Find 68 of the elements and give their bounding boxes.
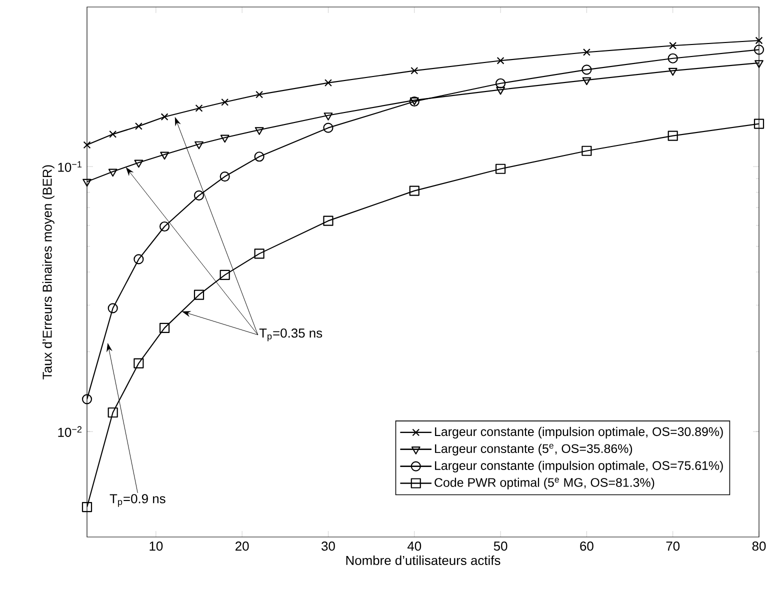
point [220,270,230,280]
point [83,141,91,149]
point [134,254,144,264]
point [254,127,264,135]
point [324,112,333,120]
point [134,358,144,368]
legend-label: Largeur constante (impulsion optimale, OS=30.89%) [435,426,723,439]
point [134,160,144,168]
x-tick-label: 80 [752,542,766,551]
point [495,78,506,88]
point [754,44,764,55]
x-tick-label: 20 [236,542,249,551]
point [221,98,229,106]
point [159,221,170,232]
point [254,248,264,259]
x-tick-label: 30 [322,542,335,551]
y-tick-label: 10$^{−2}$ [58,426,82,437]
legend-label: Largeur constante (5$^{e}$, OS=35.86%) [435,444,632,456]
point [108,168,118,177]
point [254,152,264,162]
point [195,104,203,112]
point [160,152,169,160]
point [496,56,504,64]
point [669,42,677,50]
annotation: T$_{p}$=0.35 ns [259,328,322,342]
point [668,130,678,141]
x-tick-label: 10 [150,542,163,551]
point [754,118,764,129]
y-tick-label: 10$^{−1}$ [58,161,82,172]
point [159,322,170,334]
annotation: T$_{p}$=0.9 ns [110,494,166,507]
x-tick-label: 40 [407,542,422,551]
point [668,68,678,76]
point [755,36,763,44]
x-tick-label: 70 [666,542,680,551]
point [194,290,204,300]
point [495,164,506,174]
point [324,79,332,87]
point [582,48,590,56]
point [82,178,92,187]
point [582,64,592,75]
x-tick-label: 50 [494,542,508,551]
point [323,216,334,226]
x-tick-label: 60 [580,542,594,551]
point [582,146,592,156]
point [220,171,230,182]
point [194,141,204,150]
point [410,66,418,74]
legend-label: Code PWR optimal (5$^{e}$ MG, OS=81.3%) [434,478,654,490]
point [582,77,592,86]
point [754,60,764,68]
point [160,113,168,121]
point [194,190,204,201]
point [256,90,264,98]
point [82,502,92,512]
point [108,303,118,314]
point [220,134,230,143]
y-axis-title: Taux d’Erreurs Binaires moyen (BER) [42,165,54,380]
point [496,86,505,95]
point [409,186,420,196]
point [109,130,117,138]
legend-label: Largeur constante (impulsion optimale, OS=75.61%) [435,460,723,472]
point [82,394,92,404]
point [323,122,334,133]
point [134,122,142,130]
point [108,407,118,418]
x-axis-title: Nombre d’utilisateurs actifs [346,556,500,566]
point [668,53,678,64]
